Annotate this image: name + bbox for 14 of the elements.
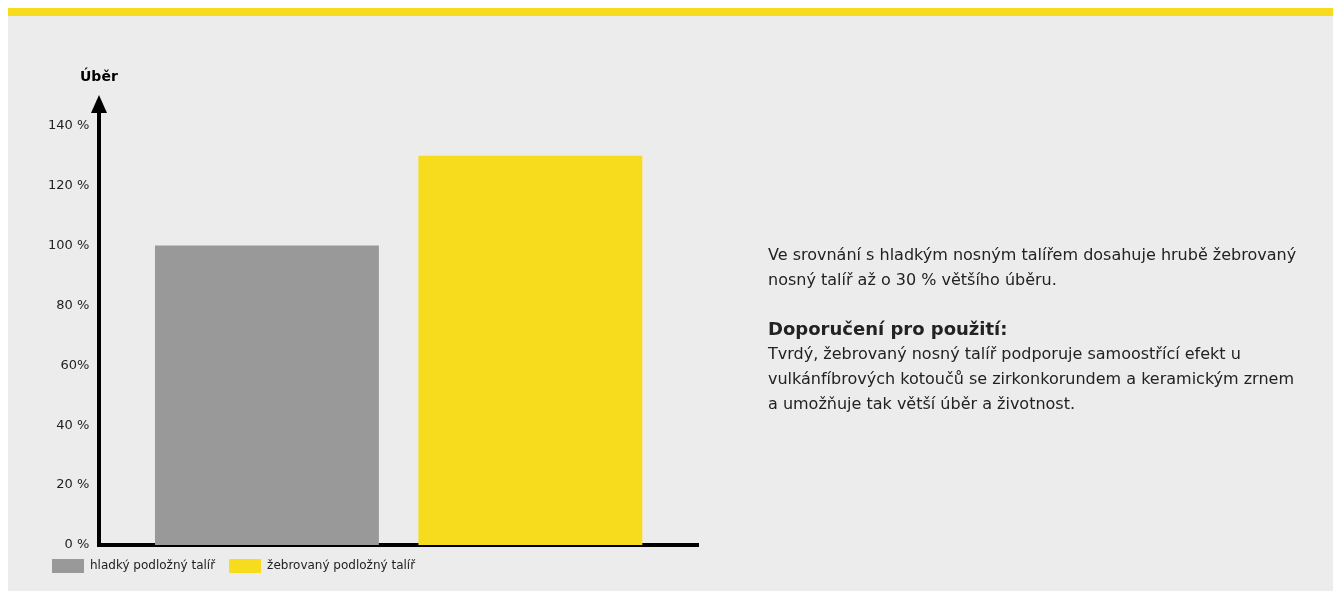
y-tick-label: 80 % [56,296,90,312]
y-tick-label: 100 % [47,236,90,252]
y-tick-label: 40 % [56,416,90,432]
y-axis-title: Úběr [80,68,118,84]
text: Tvrdý, žebrovaný nosný talíř podporuje samoostřící efekt u vulkánfíbrových kotoučů se zirkonkorundem a keramickým zrnem a umožňuje tak větší úběr a životnost. [768,343,1295,416]
y-tick-label: 60% [60,356,90,372]
legend-label: hladký podložný talíř [90,558,217,573]
y-tick-label: 140 % [47,117,90,133]
y-tick-label: 0 % [64,536,90,552]
y-tick-label: 20 % [56,476,90,492]
legend-label: žebrovaný podložný talíř [267,558,417,573]
text: Doporučení pro použití: [768,316,1009,341]
text: Ve srovnání s hladkým nosným talířem dosahuje hrubě žebrovaný nosný talíř až o 30 % většího úběru. [768,244,1298,291]
y-tick-label: 120 % [47,177,90,193]
